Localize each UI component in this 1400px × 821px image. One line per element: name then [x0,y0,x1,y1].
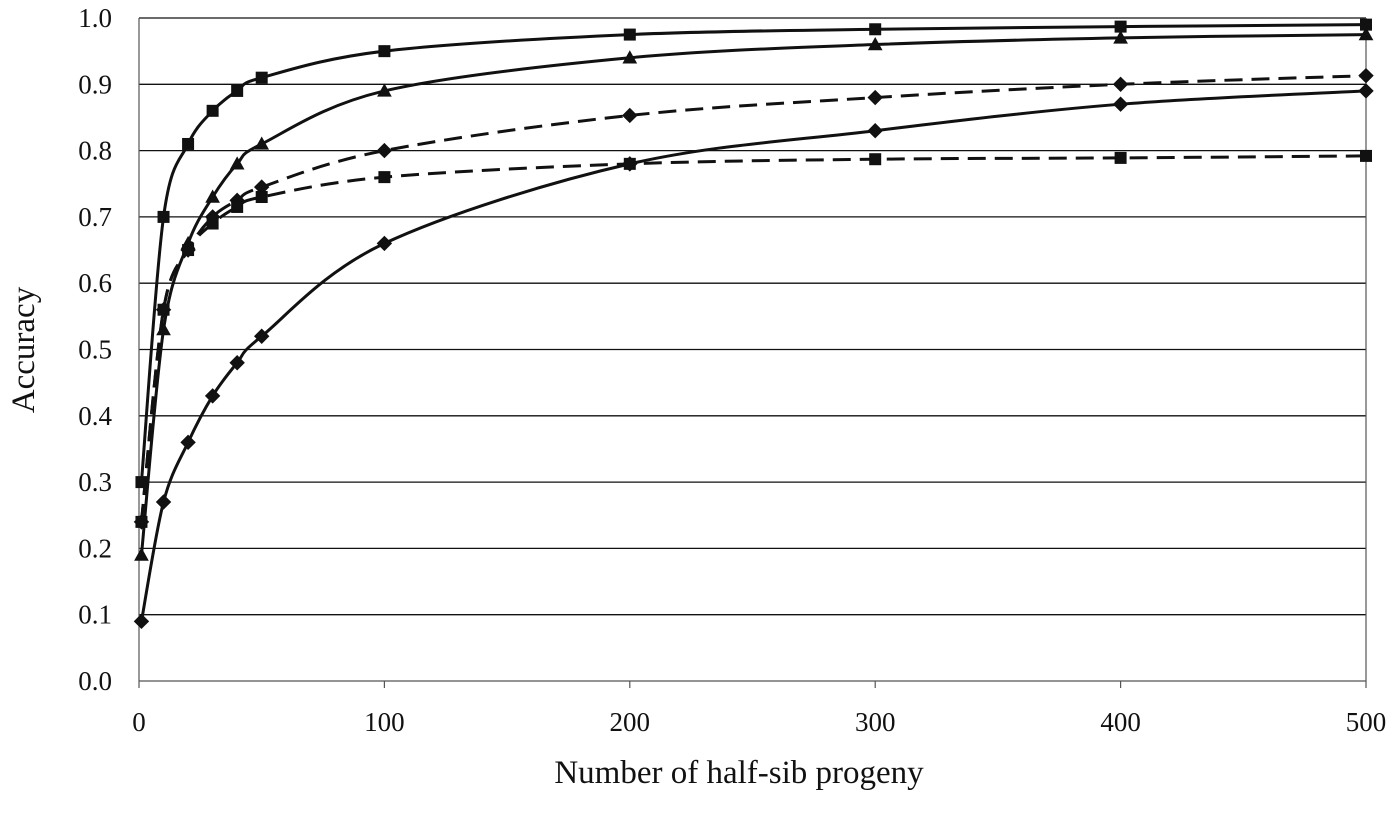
data-point-square [206,217,219,230]
data-point-diamond [1112,76,1129,93]
series-line [139,89,1367,622]
series-5 [133,83,1374,630]
data-point-square [157,303,170,316]
x-tick-label: 0 [132,707,146,737]
y-tick-label: 0.0 [78,666,112,696]
data-point-triangle [377,83,392,97]
y-tick-label: 0.8 [78,136,112,166]
data-point-diamond [180,434,196,451]
y-tick-label: 0.5 [78,335,112,365]
series-4 [135,149,1372,528]
data-point-square [182,137,195,150]
y-tick-label: 0.1 [78,600,112,630]
data-point-triangle [1358,27,1374,41]
data-series [133,18,1374,630]
series-3 [133,67,1374,530]
y-tick-label: 1.0 [78,3,112,33]
series-line [139,33,1367,556]
data-point-triangle [254,136,270,150]
y-tick-label: 0.9 [78,69,112,99]
data-point-triangle [134,547,149,561]
data-point-square [255,191,268,204]
x-tick-label: 100 [364,707,405,737]
x-axis-title: Number of half-sib progeny [554,755,924,791]
y-tick-labels: 0.0 0.1 0.2 0.3 0.4 0.5 0.6 0.7 0.8 0.9 1.0 [78,3,112,696]
data-point-diamond [133,613,150,630]
data-point-diamond [867,89,883,106]
x-tick-label: 400 [1100,707,1141,737]
data-point-triangle [622,50,638,64]
data-point-triangle [1113,30,1128,44]
data-point-triangle [229,156,245,170]
data-point-square [1114,151,1127,164]
y-tick-label: 0.2 [78,533,112,563]
axes [138,18,1367,688]
data-point-diamond [229,355,245,371]
series-line [139,74,1367,523]
data-point-square [231,200,244,213]
data-point-diamond [622,107,638,124]
data-point-square [206,104,219,117]
y-tick-label: 0.7 [78,202,112,232]
data-point-square [231,84,244,97]
data-point-diamond [253,328,270,344]
series-line [139,23,1367,483]
y-axis-title: Accuracy [6,286,42,413]
y-tick-label: 0.6 [78,268,112,298]
data-point-square [135,515,148,528]
data-point-diamond [1358,83,1374,99]
x-tick-label: 500 [1346,707,1387,737]
series-1 [135,18,1372,489]
data-point-diamond [622,156,638,172]
data-point-square [869,23,882,36]
y-tick-label: 0.4 [78,401,112,431]
data-point-diamond [1358,67,1374,84]
data-point-diamond [867,123,883,139]
x-tick-label: 300 [855,707,896,737]
series-line [139,154,1367,523]
data-point-diamond [1112,96,1129,112]
x-tick-label: 200 [610,707,651,737]
y-tick-label: 0.3 [78,467,112,497]
data-point-square [1360,149,1372,162]
data-point-square [869,153,882,166]
data-point-square [157,210,170,223]
data-point-square [182,244,195,257]
data-point-square [255,71,268,84]
series-2 [134,27,1374,561]
x-tick-labels: 0 100 200 300 400 500 [132,707,1386,737]
data-point-square [378,45,391,58]
data-point-diamond [376,142,393,159]
data-point-diamond [376,235,393,252]
data-point-triangle [867,36,883,51]
data-point-triangle [205,189,220,203]
data-point-square [623,28,636,41]
gridlines [139,17,1366,616]
data-point-diamond [204,388,221,404]
data-point-square [378,171,391,184]
data-point-diamond [155,494,172,510]
